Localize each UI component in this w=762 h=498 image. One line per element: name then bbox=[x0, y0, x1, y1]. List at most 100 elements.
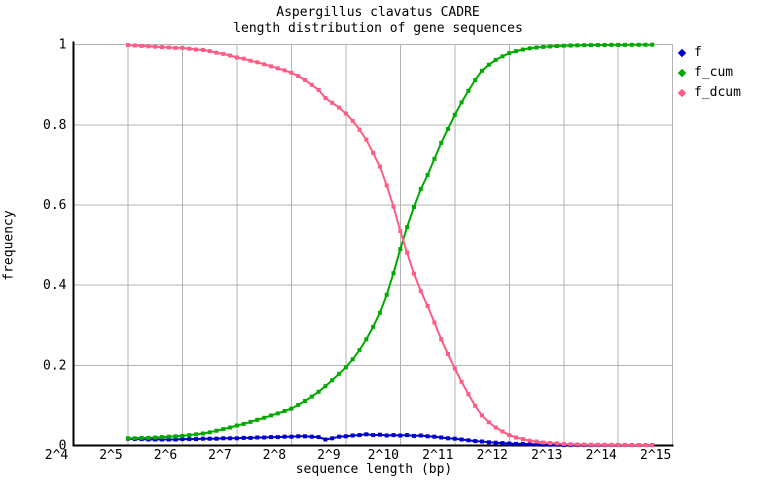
x-tick-label: 2^9 bbox=[317, 448, 340, 463]
series-f_dcum-marker bbox=[241, 56, 246, 61]
series-f_dcum-marker bbox=[398, 229, 403, 234]
series-f_cum-marker bbox=[303, 399, 307, 403]
series-f-marker bbox=[282, 434, 287, 439]
series-f-marker bbox=[520, 441, 525, 446]
series-f-marker bbox=[241, 435, 246, 440]
series-f-marker bbox=[180, 437, 185, 442]
series-f_cum-marker bbox=[166, 434, 171, 439]
series-f_dcum-line bbox=[127, 44, 653, 447]
series-f_dcum-marker bbox=[589, 442, 593, 447]
series-f_cum-marker bbox=[248, 419, 253, 424]
series-f_cum-marker bbox=[316, 389, 321, 394]
series-f-marker bbox=[486, 440, 491, 445]
y-tick-label: 1 bbox=[59, 38, 67, 53]
series-f_dcum-marker bbox=[541, 440, 546, 445]
series-f_dcum-marker bbox=[153, 44, 158, 49]
series-f_cum-marker bbox=[350, 357, 355, 362]
series-f_dcum-marker bbox=[609, 442, 614, 447]
series-f_cum-marker bbox=[139, 435, 144, 440]
series-f_dcum-marker bbox=[405, 250, 410, 255]
series-f_cum-marker bbox=[391, 271, 396, 276]
series-f-marker bbox=[200, 436, 205, 441]
series-f_cum-marker bbox=[412, 205, 416, 209]
y-tick-label: 0.2 bbox=[43, 358, 66, 373]
series-f-marker bbox=[377, 432, 382, 437]
x-tick-label: 2^5 bbox=[99, 448, 122, 463]
series-f_cum-marker bbox=[609, 42, 614, 47]
series-f_cum-marker bbox=[289, 406, 294, 411]
series-f-marker bbox=[330, 436, 335, 441]
series-f_dcum-marker bbox=[439, 337, 444, 342]
y-tick-label: 0.4 bbox=[43, 278, 67, 293]
legend-label-f-cum: f_cum bbox=[694, 65, 734, 80]
series-f_dcum-marker bbox=[357, 127, 362, 132]
series-f-marker bbox=[459, 437, 464, 442]
series-f-marker bbox=[507, 441, 512, 446]
series-f-marker bbox=[391, 433, 396, 438]
series-f_dcum-marker bbox=[350, 118, 355, 123]
series-f_dcum-marker bbox=[330, 100, 335, 105]
series-f-marker bbox=[371, 433, 376, 438]
series-f_dcum-marker bbox=[418, 289, 423, 294]
series-f-marker bbox=[303, 434, 307, 439]
series-f_dcum-marker bbox=[275, 66, 280, 71]
series-f_dcum-marker bbox=[180, 45, 185, 50]
series-f-marker bbox=[439, 435, 444, 440]
series-f_dcum-marker bbox=[200, 47, 205, 52]
series-f_dcum-marker bbox=[126, 43, 130, 48]
series-f_cum-marker bbox=[337, 371, 342, 376]
series-f_cum-marker bbox=[636, 42, 641, 47]
series-f_cum-marker bbox=[650, 42, 655, 47]
series-f_cum-marker bbox=[561, 43, 566, 48]
series-f_cum-marker bbox=[514, 49, 519, 54]
series-f_dcum-marker bbox=[582, 442, 587, 447]
series-f_cum-marker bbox=[173, 434, 178, 439]
chart-title-line-2: length distribution of gene sequences bbox=[233, 21, 523, 36]
series-f_dcum-marker bbox=[255, 60, 260, 65]
series-f_cum-marker bbox=[377, 310, 382, 315]
series-f_cum-marker bbox=[466, 88, 471, 93]
series-f_dcum-marker bbox=[500, 429, 505, 434]
series-f_cum-marker bbox=[343, 365, 348, 370]
series-f_dcum-marker bbox=[486, 420, 491, 425]
series-f_dcum-marker bbox=[480, 413, 484, 418]
series-f_dcum-marker bbox=[391, 204, 396, 209]
series-f-marker bbox=[473, 439, 478, 444]
series-f_dcum-marker bbox=[377, 164, 382, 169]
series-f-marker bbox=[173, 437, 178, 442]
series-f-marker bbox=[275, 435, 280, 440]
series-f-marker bbox=[541, 442, 546, 447]
series-f-marker bbox=[500, 441, 505, 446]
series-f_cum-marker bbox=[323, 384, 328, 389]
series-f_cum-marker bbox=[282, 409, 287, 413]
x-tick-label: 2^12 bbox=[477, 448, 508, 463]
legend-item-f-dcum: f_dcum bbox=[677, 83, 741, 103]
series-f_cum-marker bbox=[405, 225, 410, 230]
series-f_cum-marker bbox=[520, 47, 525, 52]
series-f_cum-marker bbox=[398, 247, 403, 252]
series-f_dcum-marker bbox=[561, 442, 566, 447]
series-f-marker bbox=[405, 433, 410, 438]
series-f-marker bbox=[446, 436, 450, 441]
series-f-marker bbox=[228, 436, 233, 441]
series-f_cum-marker bbox=[160, 435, 164, 440]
series-f-marker bbox=[343, 434, 348, 439]
series-f_dcum-marker bbox=[316, 88, 321, 92]
series-f_dcum-marker bbox=[323, 96, 328, 100]
series-f_cum-marker bbox=[452, 112, 457, 117]
y-tick-label: 0.8 bbox=[43, 118, 66, 133]
chart-title-line-1: Aspergillus clavatus CADRE bbox=[276, 5, 480, 20]
series-f_cum-marker bbox=[153, 435, 158, 440]
series-f-marker bbox=[534, 442, 539, 447]
series-f_dcum-marker bbox=[262, 62, 267, 67]
series-f_cum-marker bbox=[595, 43, 600, 47]
series-f-marker bbox=[466, 438, 471, 443]
series-f_cum-marker bbox=[357, 348, 362, 353]
legend-marker-f-dcum-icon bbox=[677, 88, 687, 98]
legend-marker-f-cum-icon bbox=[677, 68, 687, 78]
series-f_cum-marker bbox=[425, 173, 430, 177]
series-f_dcum-marker bbox=[384, 183, 389, 188]
series-f-marker bbox=[493, 440, 498, 445]
x-tick-label: 2^14 bbox=[586, 448, 617, 463]
series-f_cum-marker bbox=[602, 43, 607, 47]
